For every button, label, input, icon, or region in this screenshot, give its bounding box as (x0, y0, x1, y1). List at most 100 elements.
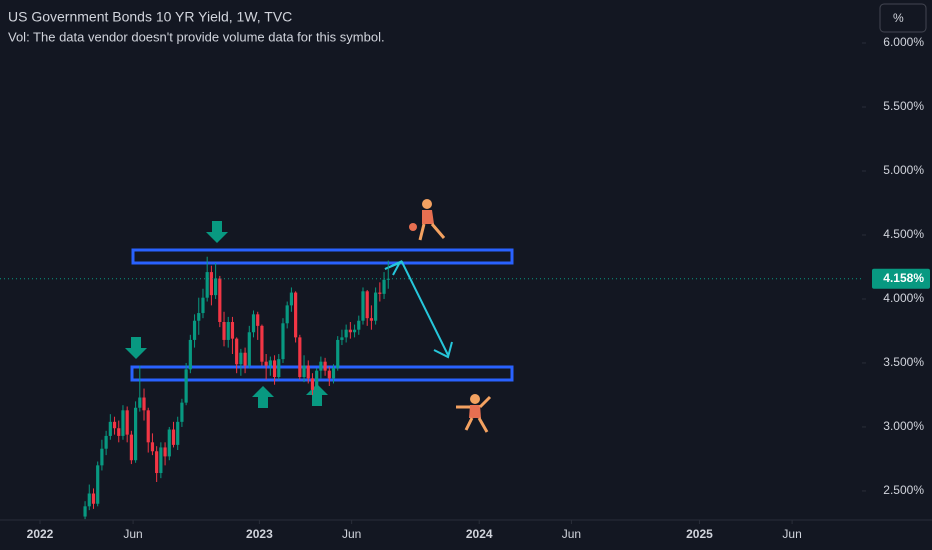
candle-body (336, 339, 340, 369)
candle-body (96, 465, 100, 504)
candle-body (251, 314, 256, 333)
candle-body (323, 361, 327, 371)
candle-body (112, 421, 117, 429)
resistance-box (131, 248, 514, 265)
candle-body (100, 448, 104, 466)
candle-body (235, 338, 239, 365)
candle-body (247, 332, 251, 366)
down-arrow (206, 221, 228, 243)
candle-body (256, 314, 260, 326)
candle-body (176, 421, 180, 445)
candle-body (171, 429, 176, 445)
candle-body (83, 506, 87, 517)
candle-body (214, 278, 218, 296)
candle-body (167, 429, 171, 457)
candle-body (352, 329, 357, 333)
candle-body (138, 397, 142, 408)
candle-body (150, 442, 155, 452)
y-tick-label: 2.500% (883, 483, 924, 497)
candle-body (369, 318, 374, 321)
up-arrow (252, 386, 274, 408)
candle-body (129, 434, 133, 461)
x-tick-label: Jun (123, 527, 142, 541)
x-tick-label: 2022 (27, 527, 54, 541)
x-tick-label: Jun (562, 527, 581, 541)
candle-body (281, 323, 285, 360)
candle-body (285, 305, 289, 324)
candle-body (306, 365, 310, 379)
candle-body (192, 320, 197, 340)
chart-title: US Government Bonds 10 YR Yield, 1W, TVC (8, 9, 292, 25)
x-tick-label: Jun (782, 527, 801, 541)
candle-body (272, 360, 277, 378)
x-tick-label: Jun (342, 527, 361, 541)
y-tick-label: 5.500% (883, 99, 924, 113)
arrow-head (433, 341, 453, 359)
candle-body (310, 378, 315, 390)
candle-body (188, 339, 192, 370)
candle-body (277, 359, 281, 378)
candle-body (294, 292, 298, 338)
y-tick-label: 6.000% (883, 35, 924, 49)
y-tick-label: 4.500% (883, 227, 924, 241)
candle-body (378, 292, 382, 294)
candle-body (146, 410, 150, 443)
y-tick-label: 3.500% (883, 355, 924, 369)
candle-body (348, 329, 352, 333)
runner-figure (409, 199, 446, 241)
candle-body (340, 337, 344, 340)
candle-body (133, 407, 138, 461)
x-tick-label: 2023 (246, 527, 273, 541)
candle-body (87, 493, 91, 507)
candle-body (264, 361, 268, 366)
candle-body (331, 368, 336, 379)
scale-button[interactable] (879, 3, 927, 33)
candle-body (125, 410, 129, 435)
candle-body (108, 421, 112, 436)
candle-body (268, 360, 272, 366)
last-price-label: 4.158% (883, 271, 924, 285)
chart-subtitle: Vol: The data vendor doesn't provide vol… (8, 29, 385, 44)
candle-body (260, 325, 264, 362)
candle-body (201, 297, 205, 314)
candle-body (243, 352, 247, 366)
candle-body (222, 322, 226, 340)
candle-body (289, 292, 294, 306)
candle-body (209, 272, 213, 296)
candle-body (319, 361, 323, 371)
candle-body (197, 313, 201, 321)
last-price-badge (872, 268, 930, 289)
candle-body (117, 428, 121, 436)
candle-body (361, 291, 365, 321)
candle-body (315, 370, 319, 390)
x-tick-label: 2024 (466, 527, 493, 541)
candle-body (159, 447, 163, 474)
candle-body (226, 322, 230, 340)
down-arrow (125, 337, 147, 359)
candle-body (382, 279, 386, 294)
candle-body (163, 447, 167, 457)
candle-body (357, 320, 361, 330)
y-tick-label: 5.000% (883, 163, 924, 177)
candle-body (142, 397, 146, 411)
candle-body (205, 272, 209, 298)
candle-body (121, 410, 125, 436)
candle-body (155, 451, 159, 474)
candle-body (239, 352, 243, 365)
arrow-head (384, 259, 403, 276)
candle-body (365, 291, 369, 319)
candle-body (344, 329, 348, 338)
candle-body (298, 337, 302, 378)
y-tick-label: 3.000% (883, 419, 924, 433)
jumper-figure (456, 394, 492, 433)
candle-body (91, 493, 96, 504)
candle-body (374, 292, 378, 321)
candle-body (327, 370, 331, 379)
candle-body (104, 435, 108, 449)
scale-button-label[interactable]: % (893, 11, 904, 25)
candle-body (230, 322, 235, 339)
candle-body (180, 402, 184, 422)
